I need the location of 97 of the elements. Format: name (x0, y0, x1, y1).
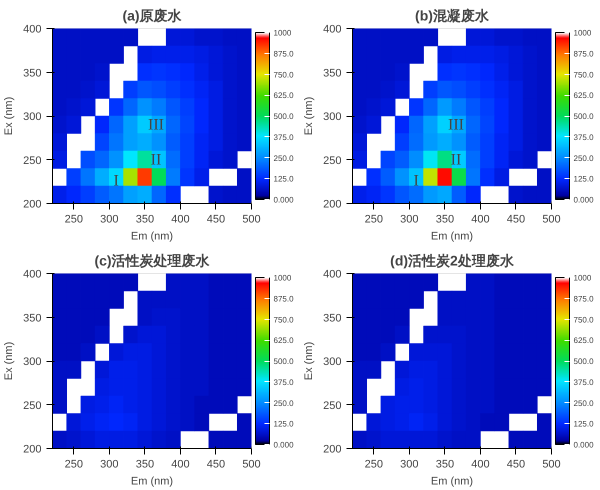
x-tick-label: 250 (364, 214, 384, 226)
y-tick-label: 300 (23, 356, 42, 368)
color-bar-label: 500.0 (574, 112, 594, 121)
x-tick-label: 450 (206, 214, 226, 226)
y-axis-title: Ex (nm) (303, 342, 316, 380)
x-tick-label: 450 (206, 458, 226, 470)
y-tick-label: 250 (23, 154, 42, 167)
chart-title: (a)原废水 (122, 8, 183, 24)
color-bar-label: 875.0 (274, 294, 294, 304)
color-bar-label: 375.0 (574, 378, 594, 387)
color-bar-label: 250.0 (274, 398, 294, 408)
color-bar-label: 750.0 (274, 315, 294, 324)
color-bar-label: 250.0 (574, 398, 594, 408)
y-tick-label: 200 (23, 198, 42, 210)
y-tick-label: 350 (323, 67, 342, 80)
color-bar-label: 875.0 (274, 49, 294, 58)
color-bar-label: 500.0 (274, 357, 294, 366)
annotation: I (414, 172, 419, 190)
y-tick-label: 350 (323, 312, 342, 324)
color-bar-label: 625.0 (274, 91, 294, 100)
color-bar-label: 625.0 (274, 336, 294, 346)
color-bar-label: 1000 (274, 28, 292, 38)
y-tick-label: 400 (23, 24, 42, 36)
x-tick-label: 250 (64, 214, 84, 226)
y-axis-title: Ex (nm) (3, 96, 16, 136)
chart-title: (b)混凝废水 (415, 8, 490, 24)
y-tick-label: 400 (23, 268, 42, 280)
y-tick-label: 400 (323, 268, 342, 280)
color-bar-label: 625.0 (574, 91, 594, 100)
y-tick-label: 300 (323, 356, 342, 368)
x-tick-label: 300 (400, 458, 419, 470)
color-bar-label: 750.0 (274, 70, 294, 80)
y-tick-label: 350 (23, 67, 42, 80)
annotation: II (150, 151, 162, 168)
y-tick-label: 200 (323, 444, 342, 456)
x-tick-label: 500 (542, 214, 561, 226)
x-axis-title: Em (nm) (130, 230, 174, 242)
chart-title: (d)活性炭2处理废水 (390, 252, 515, 268)
y-tick-label: 300 (23, 111, 42, 123)
color-bar-label: 750.0 (574, 315, 594, 324)
chart-title: (c)活性炭处理废水 (94, 252, 211, 268)
x-tick-label: 300 (100, 458, 119, 470)
x-tick-label: 250 (364, 458, 384, 470)
color-bar-label: 375.0 (274, 132, 294, 142)
color-bar-label: 1000 (574, 28, 592, 38)
color-bar-label: 250.0 (274, 154, 294, 163)
color-bar-label: 875.0 (574, 294, 594, 304)
color-bar-label: 0.000 (574, 196, 594, 204)
color-bar-label: 125.0 (574, 420, 594, 429)
x-tick-label: 500 (242, 458, 261, 470)
color-bar-label: 125.0 (574, 174, 594, 184)
y-axis-title: Ex (nm) (303, 96, 316, 136)
x-tick-label: 400 (471, 214, 490, 226)
x-axis-title: Em (nm) (430, 476, 474, 488)
x-tick-label: 300 (400, 214, 419, 226)
x-tick-label: 400 (471, 458, 490, 470)
y-tick-label: 200 (23, 444, 42, 456)
x-tick-label: 500 (242, 214, 261, 226)
color-bar-label: 750.0 (574, 70, 594, 80)
x-tick-label: 350 (436, 214, 454, 226)
color-bar-label: 500.0 (574, 357, 594, 366)
x-axis-title: Em (nm) (430, 230, 474, 242)
annotation: I (114, 172, 119, 190)
color-bar-label: 1000 (574, 274, 592, 282)
color-bar-label: 0.000 (574, 440, 594, 450)
y-tick-label: 300 (323, 111, 342, 123)
x-tick-label: 350 (136, 214, 154, 226)
x-tick-label: 500 (542, 458, 561, 470)
color-bar-label: 625.0 (574, 336, 594, 346)
x-tick-label: 350 (436, 458, 454, 470)
y-tick-label: 200 (323, 198, 342, 210)
x-axis-title: Em (nm) (130, 476, 174, 488)
x-tick-label: 400 (171, 214, 190, 226)
x-tick-label: 300 (100, 214, 119, 226)
color-bar-label: 875.0 (574, 49, 594, 58)
color-bar-label: 125.0 (274, 420, 294, 429)
annotation: III (148, 116, 164, 134)
y-tick-label: 400 (323, 24, 342, 36)
y-tick-label: 250 (323, 154, 342, 167)
y-tick-label: 350 (23, 312, 42, 324)
color-bar-label: 375.0 (574, 132, 594, 142)
x-tick-label: 450 (506, 214, 526, 226)
x-tick-label: 400 (171, 458, 190, 470)
color-bar-label: 0.000 (274, 440, 294, 450)
color-bar-label: 1000 (274, 274, 292, 282)
color-bar-label: 0.000 (274, 196, 294, 204)
color-bar-label: 375.0 (274, 378, 294, 387)
x-tick-label: 450 (506, 458, 526, 470)
color-bar-label: 125.0 (274, 174, 294, 184)
x-tick-label: 250 (64, 458, 84, 470)
color-bar-label: 500.0 (274, 112, 294, 121)
y-tick-label: 250 (323, 400, 342, 412)
y-tick-label: 250 (23, 400, 42, 412)
y-axis-title: Ex (nm) (3, 342, 16, 380)
x-tick-label: 350 (136, 458, 154, 470)
color-bar-label: 250.0 (574, 154, 594, 163)
annotation: III (448, 116, 464, 134)
